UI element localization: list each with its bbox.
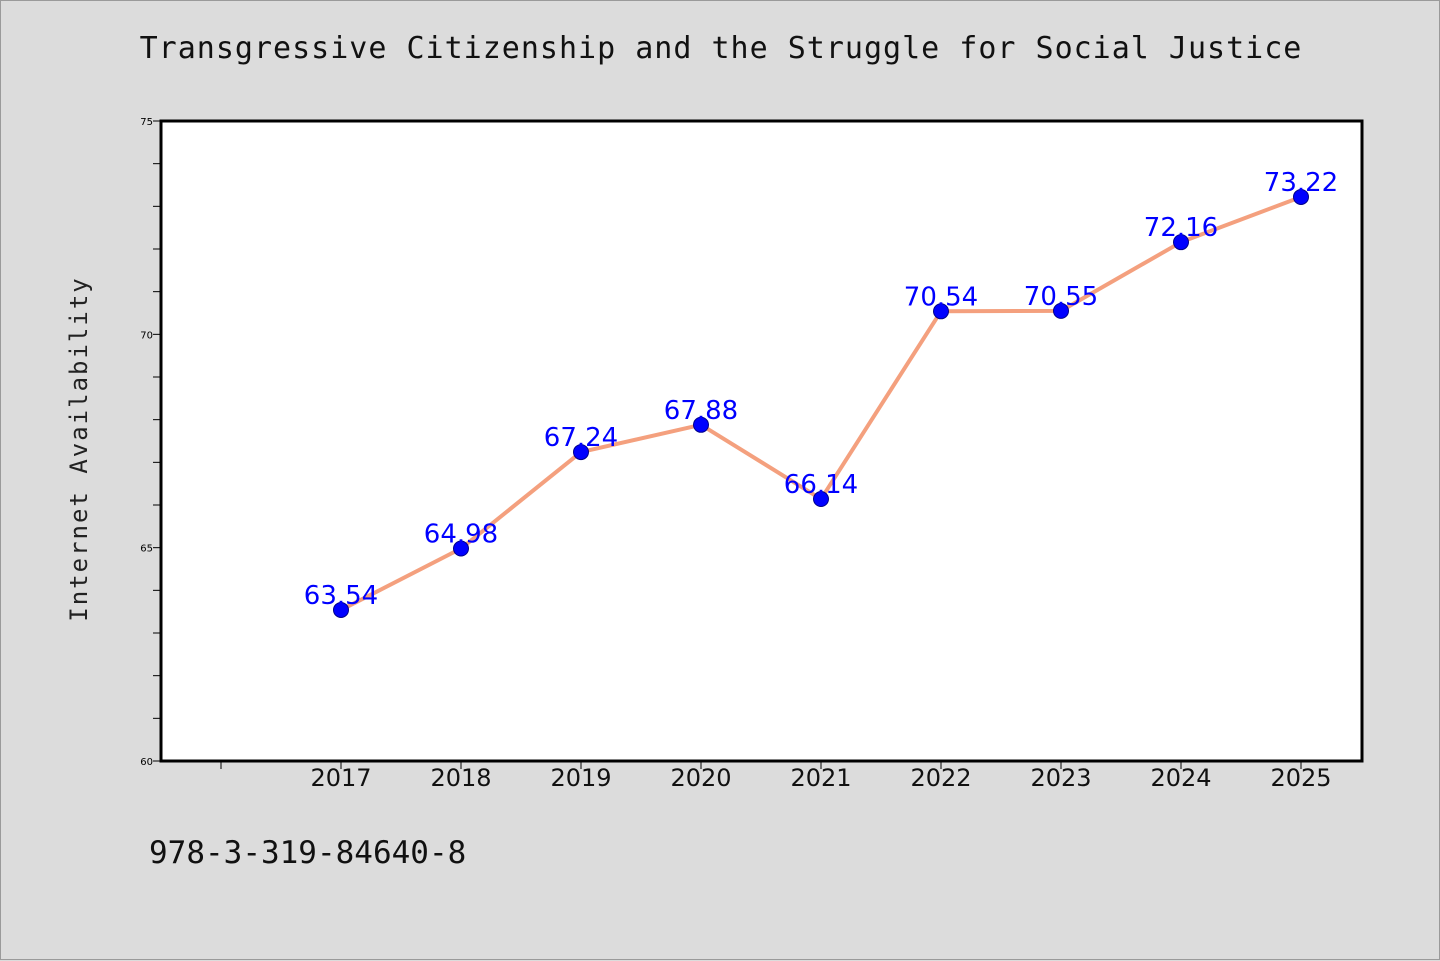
data-label: 70.55 xyxy=(1024,282,1098,312)
isbn-text: 978-3-319-84640-8 xyxy=(149,835,467,871)
data-point xyxy=(1053,302,1069,319)
data-label: 63.54 xyxy=(304,581,378,611)
x-tick-label: 2017 xyxy=(310,764,371,792)
data-label: 64.98 xyxy=(424,520,498,550)
plot-area xyxy=(159,119,1364,763)
chart-title: Transgressive Citizenship and the Strugg… xyxy=(139,31,1303,66)
data-label: 72.16 xyxy=(1144,213,1218,243)
x-tick-label: 2020 xyxy=(670,764,731,792)
x-tick-label: 2024 xyxy=(1150,764,1211,792)
x-tick-label: 2019 xyxy=(550,764,611,792)
data-point xyxy=(933,303,949,320)
x-tick-label: 2018 xyxy=(430,764,491,792)
data-point xyxy=(1173,234,1189,251)
data-point xyxy=(573,444,589,461)
data-point xyxy=(333,601,349,618)
y-tick-label: 65 xyxy=(140,544,153,555)
data-label: 66.14 xyxy=(784,470,858,500)
data-point xyxy=(453,540,469,557)
y-tick-label: 70 xyxy=(140,330,153,341)
x-tick-label: 2025 xyxy=(1270,764,1331,792)
x-tick-label: 2021 xyxy=(790,764,851,792)
data-label: 67.88 xyxy=(664,396,738,426)
data-label: 73.22 xyxy=(1264,168,1338,198)
data-label: 70.54 xyxy=(904,282,978,312)
y-tick-label: 60 xyxy=(140,757,153,768)
data-point xyxy=(693,416,709,433)
data-point xyxy=(1293,188,1309,205)
x-tick-label: 2022 xyxy=(910,764,971,792)
y-tick-label: 75 xyxy=(140,117,153,128)
data-point xyxy=(813,491,829,508)
data-label: 67.24 xyxy=(544,423,618,453)
x-tick-label: 2023 xyxy=(1030,764,1091,792)
